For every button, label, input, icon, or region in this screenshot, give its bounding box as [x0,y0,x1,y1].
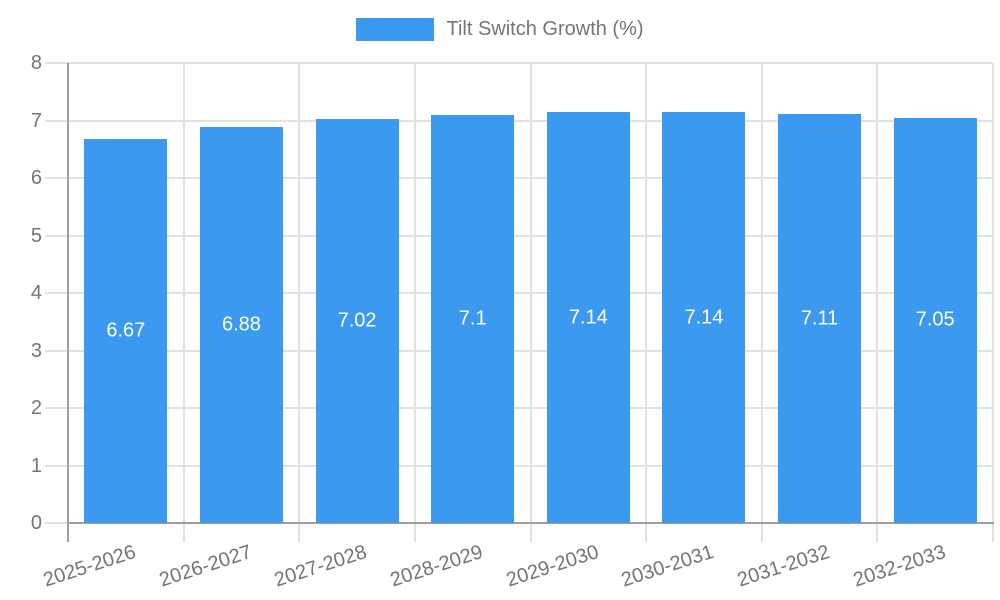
bar[interactable]: 7.1 [431,114,515,523]
x-axis-line [67,522,994,524]
y-axis-tick-label: 2 [30,397,42,419]
bar-value-label: 7.11 [800,307,839,330]
x-axis-tick-label: 2029-2030 [503,541,602,592]
bar[interactable]: 7.14 [546,112,630,523]
y-axis-tick-label: 7 [30,109,42,132]
y-axis-tick-label: 1 [30,454,42,477]
legend[interactable]: Tilt Switch Growth (%) [0,18,1000,41]
legend-label: Tilt Switch Growth (%) [446,18,644,40]
bar-value-label: 7.1 [458,307,487,330]
x-axis-tick [298,523,301,542]
y-axis-tick [45,177,68,179]
x-axis-tick-label: 2031-2032 [734,541,833,592]
bar-value-label: 7.05 [915,308,955,331]
bar-value-label: 7.14 [684,306,724,329]
bar[interactable]: 7.14 [662,112,746,523]
x-axis-tick [760,523,763,542]
x-axis-tick-label: 2032-2033 [850,541,948,592]
y-axis-tick-label: 3 [30,339,42,362]
x-axis-tick [182,523,185,542]
x-axis-tick [645,523,648,542]
x-gridline [992,63,994,523]
x-axis-tick [529,523,532,542]
x-gridline [413,63,416,523]
y-axis-tick-label: 6 [30,167,42,189]
x-gridline [529,63,532,523]
y-axis-tick [45,407,68,409]
x-gridline [645,63,648,523]
bar-value-label: 6.67 [106,319,146,342]
x-axis-tick-label: 2025-2026 [40,541,139,592]
x-axis-tick-label: 2026-2027 [156,541,255,592]
x-axis-tick-label: 2027-2028 [272,541,370,592]
y-axis-tick [45,522,68,524]
x-axis-tick-label: 2028-2029 [387,541,486,592]
bar[interactable]: 7.05 [893,117,977,523]
x-gridline [182,63,185,523]
y-axis-tick-label: 4 [30,282,42,304]
legend-swatch [356,18,435,41]
x-axis-tick [413,523,416,542]
y-axis-tick-label: 5 [30,224,42,247]
bar[interactable]: 7.02 [315,119,399,523]
bar[interactable]: 6.67 [84,139,168,523]
bar-value-label: 7.02 [337,309,377,332]
x-gridline [876,63,879,523]
y-axis-tick [45,464,68,467]
y-axis-tick-label: 0 [30,512,42,534]
bar-value-label: 6.88 [221,313,261,336]
x-axis-tick [876,523,879,542]
bar[interactable]: 7.11 [778,114,862,523]
bar-value-label: 7.14 [568,306,608,329]
x-axis-tick-label: 2030-2031 [618,541,717,592]
y-axis-tick [45,62,68,64]
y-axis-tick [45,119,68,122]
y-axis-line [67,63,69,542]
y-axis-tick [45,349,68,352]
x-axis-tick [992,523,994,542]
x-gridline [298,63,301,523]
y-axis-tick [45,292,68,294]
y-axis-tick [45,234,68,237]
bar[interactable]: 6.88 [199,127,283,523]
y-axis-tick-label: 8 [30,52,42,74]
x-gridline [760,63,763,523]
